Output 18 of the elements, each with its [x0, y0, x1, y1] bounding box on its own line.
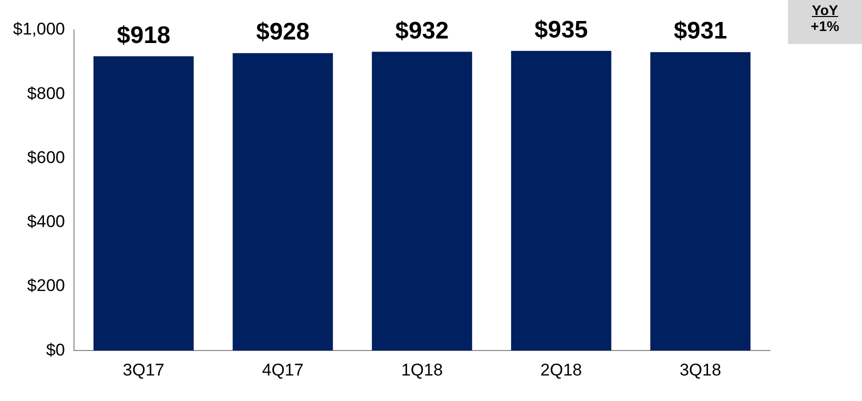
- y-tick-label: $400: [27, 212, 65, 232]
- data-label: $918: [116, 22, 170, 49]
- x-tick-label: 4Q17: [262, 360, 304, 380]
- text: YoY: [810, 2, 840, 18]
- data-label: $932: [395, 17, 449, 44]
- text: +1%: [810, 18, 840, 34]
- x-tick-label: 2Q18: [540, 360, 582, 380]
- y-tick-label: $1,000: [12, 20, 65, 39]
- data-label: $931: [674, 18, 728, 45]
- y-tick-label: $200: [27, 276, 65, 296]
- x-tick-label: 1Q18: [401, 360, 443, 380]
- y-tick-label: $600: [27, 148, 65, 167]
- x-tick-label: 3Q17: [122, 360, 164, 380]
- data-label: $928: [256, 18, 310, 46]
- x-tick-label: 3Q18: [680, 360, 722, 380]
- y-tick-label: $0: [46, 340, 65, 360]
- y-tick-label: $800: [27, 84, 65, 103]
- data-label: $935: [534, 16, 588, 44]
